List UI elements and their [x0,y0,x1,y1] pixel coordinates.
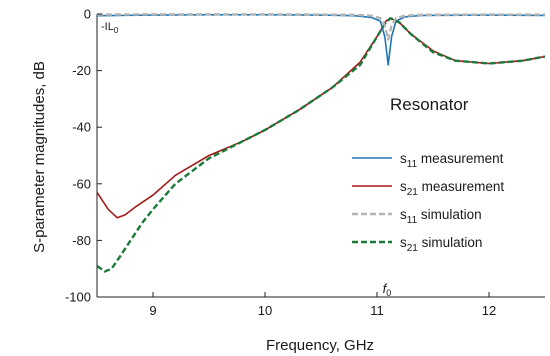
series-line-s11-measurement [97,14,545,66]
y-axis-label: S-parameter magnitudes, dB [31,61,48,253]
x-tick-label: 9 [149,303,156,318]
axes [96,14,545,298]
y-tick-label: -20 [72,63,91,78]
legend: s11 measurement s21 measurement s11 simula… [352,151,504,254]
series-line-s11-simulation [97,13,545,41]
legend-label-s11-simulation: s11 simulation [400,207,482,226]
y-tick-label: -80 [72,233,91,248]
tick-labels: 9 10 11 12 0 -20 -40 -60 -80 -100 [65,7,496,319]
il0-annotation: -IL0 [101,21,119,35]
f0-annotation: f0 [383,281,392,298]
y-tick-label: -100 [65,290,91,305]
x-axis-label: Frequency, GHz [266,337,374,354]
x-tick-label: 10 [258,303,272,318]
legend-label-s11-measurement: s11 measurement [400,151,504,170]
x-tick-label: 11 [370,303,384,318]
legend-label-s21-simulation: s21 simulation [400,235,482,254]
legend-label-s21-measurement: s21 measurement [400,179,504,198]
series-line-s21-simulation [97,17,545,273]
legend-title: Resonator [390,95,469,114]
y-tick-label: -40 [72,120,91,135]
x-tick-label: 12 [482,303,496,318]
y-tick-label: 0 [84,7,91,22]
series-layer [97,13,545,273]
y-tick-label: -60 [72,176,91,191]
